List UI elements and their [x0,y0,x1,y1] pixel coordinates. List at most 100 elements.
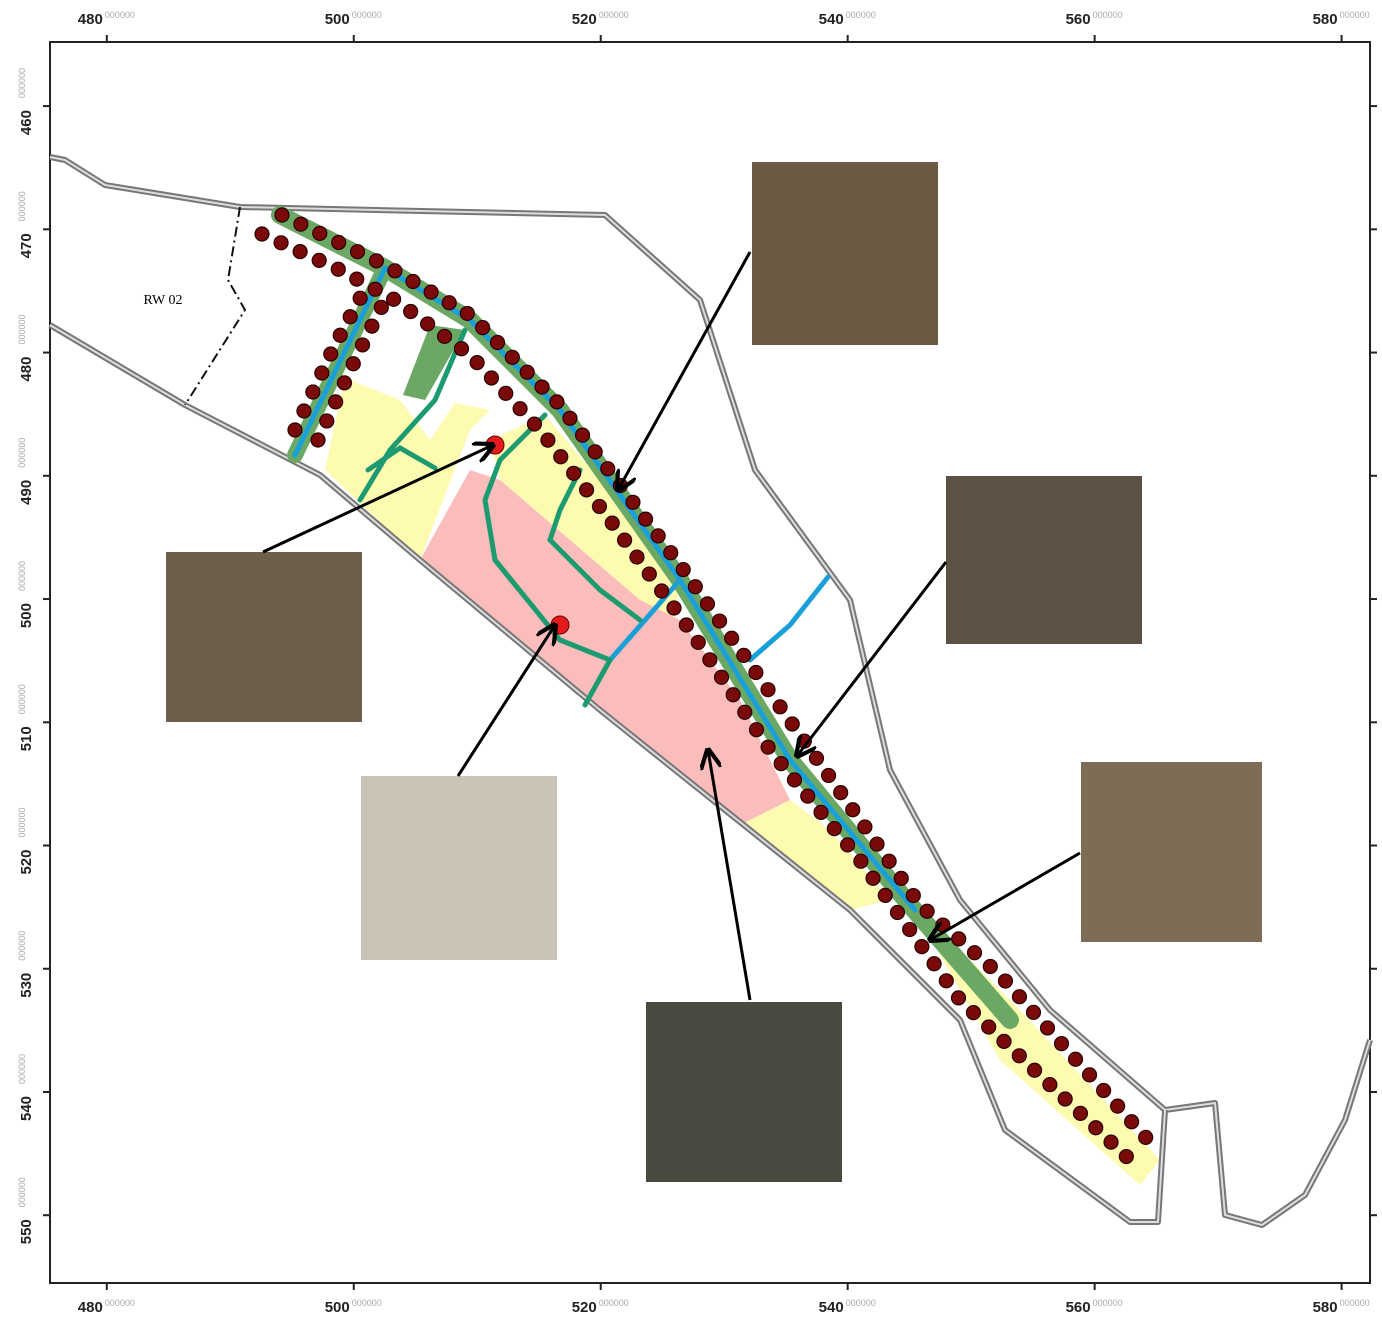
marker [1042,1076,1058,1093]
photo [166,552,362,722]
marker [820,767,837,784]
marker [877,887,893,903]
marker [311,252,327,269]
arrow [618,251,752,490]
arrow [930,851,1081,940]
photo [946,476,1142,644]
marker [675,561,691,578]
marker [364,318,380,334]
marker [865,870,881,886]
marker [629,549,645,565]
marker [512,401,528,417]
marker [654,583,670,599]
marker [687,579,703,595]
markers [254,207,1154,1165]
marker [1011,989,1028,1005]
boundaries [48,154,1373,1228]
marker [423,284,439,300]
marker [981,1019,997,1035]
marker [1026,1062,1043,1078]
marker [1138,1129,1154,1145]
tick-suffix: 000000 [1093,1298,1123,1308]
x-tick-label: 580 [1313,1299,1338,1316]
marker [772,699,788,715]
tick-suffix: 000000 [1093,10,1123,20]
marker [760,682,776,698]
marker [387,263,403,279]
marker [808,750,825,766]
zone-yellow [325,378,490,560]
x-tick-label: 580 [1313,11,1338,28]
arrow [797,561,948,756]
marker [1081,1067,1098,1083]
marker [498,385,514,401]
marker [373,299,389,315]
tick-suffix: 000000 [105,10,135,20]
boundary [49,156,1371,1226]
marker [349,244,366,260]
marker [678,617,694,633]
marker [813,804,829,820]
marker [489,334,506,351]
marker [786,772,803,788]
marker [1118,1148,1134,1165]
marker [553,449,569,465]
drain-blue [292,265,388,458]
marker [319,413,335,429]
marker [773,756,789,772]
tick-suffix: 000000 [599,1298,629,1308]
y-tick-label: 460 [18,110,35,135]
zone-pink [420,470,790,825]
tick-suffix: 000000 [17,1177,27,1207]
marker [800,788,816,804]
marker [1011,1048,1027,1064]
point [485,435,505,455]
x-tick-label: 520 [572,11,597,28]
marker [587,444,603,460]
marker [748,722,765,738]
y-tick-label: 520 [18,850,35,875]
marker [591,498,608,515]
marker [305,384,321,400]
marker [713,669,730,685]
marker [966,945,983,961]
photo [752,162,938,345]
marker [386,291,402,307]
marker [469,355,485,371]
x-tick-label: 480 [78,1299,103,1316]
marker [526,416,543,432]
marker [914,939,930,955]
y-tick-label: 500 [18,603,35,628]
marker [331,234,347,251]
marker [965,1005,982,1021]
marker [354,337,371,353]
marker [403,303,419,320]
marker [367,281,383,297]
marker [1025,1004,1042,1020]
marker [1124,1114,1140,1130]
marker [604,515,620,531]
marker [869,836,885,852]
marker [504,349,520,365]
tick-suffix: 000000 [846,10,876,20]
photo [361,776,557,960]
marker [650,528,666,544]
x-tick-label: 540 [819,1299,844,1316]
zone-yellow [740,800,890,910]
tick-suffix: 000000 [1340,10,1370,20]
y-tick-label: 530 [18,973,35,998]
tick-suffix: 000000 [17,931,27,961]
x-tick-label: 480 [78,11,103,28]
area-label: RW 02 [143,293,182,308]
tick-suffix: 000000 [599,10,629,20]
marker [641,566,657,582]
tick-suffix: 000000 [17,807,27,837]
x-tick-label: 560 [1066,1299,1091,1316]
tick-suffix: 000000 [17,684,27,714]
marker [368,253,385,269]
marker [566,465,582,481]
x-tick-label: 500 [325,11,350,28]
marker [617,532,633,548]
marker [889,904,906,921]
marker [853,853,869,869]
